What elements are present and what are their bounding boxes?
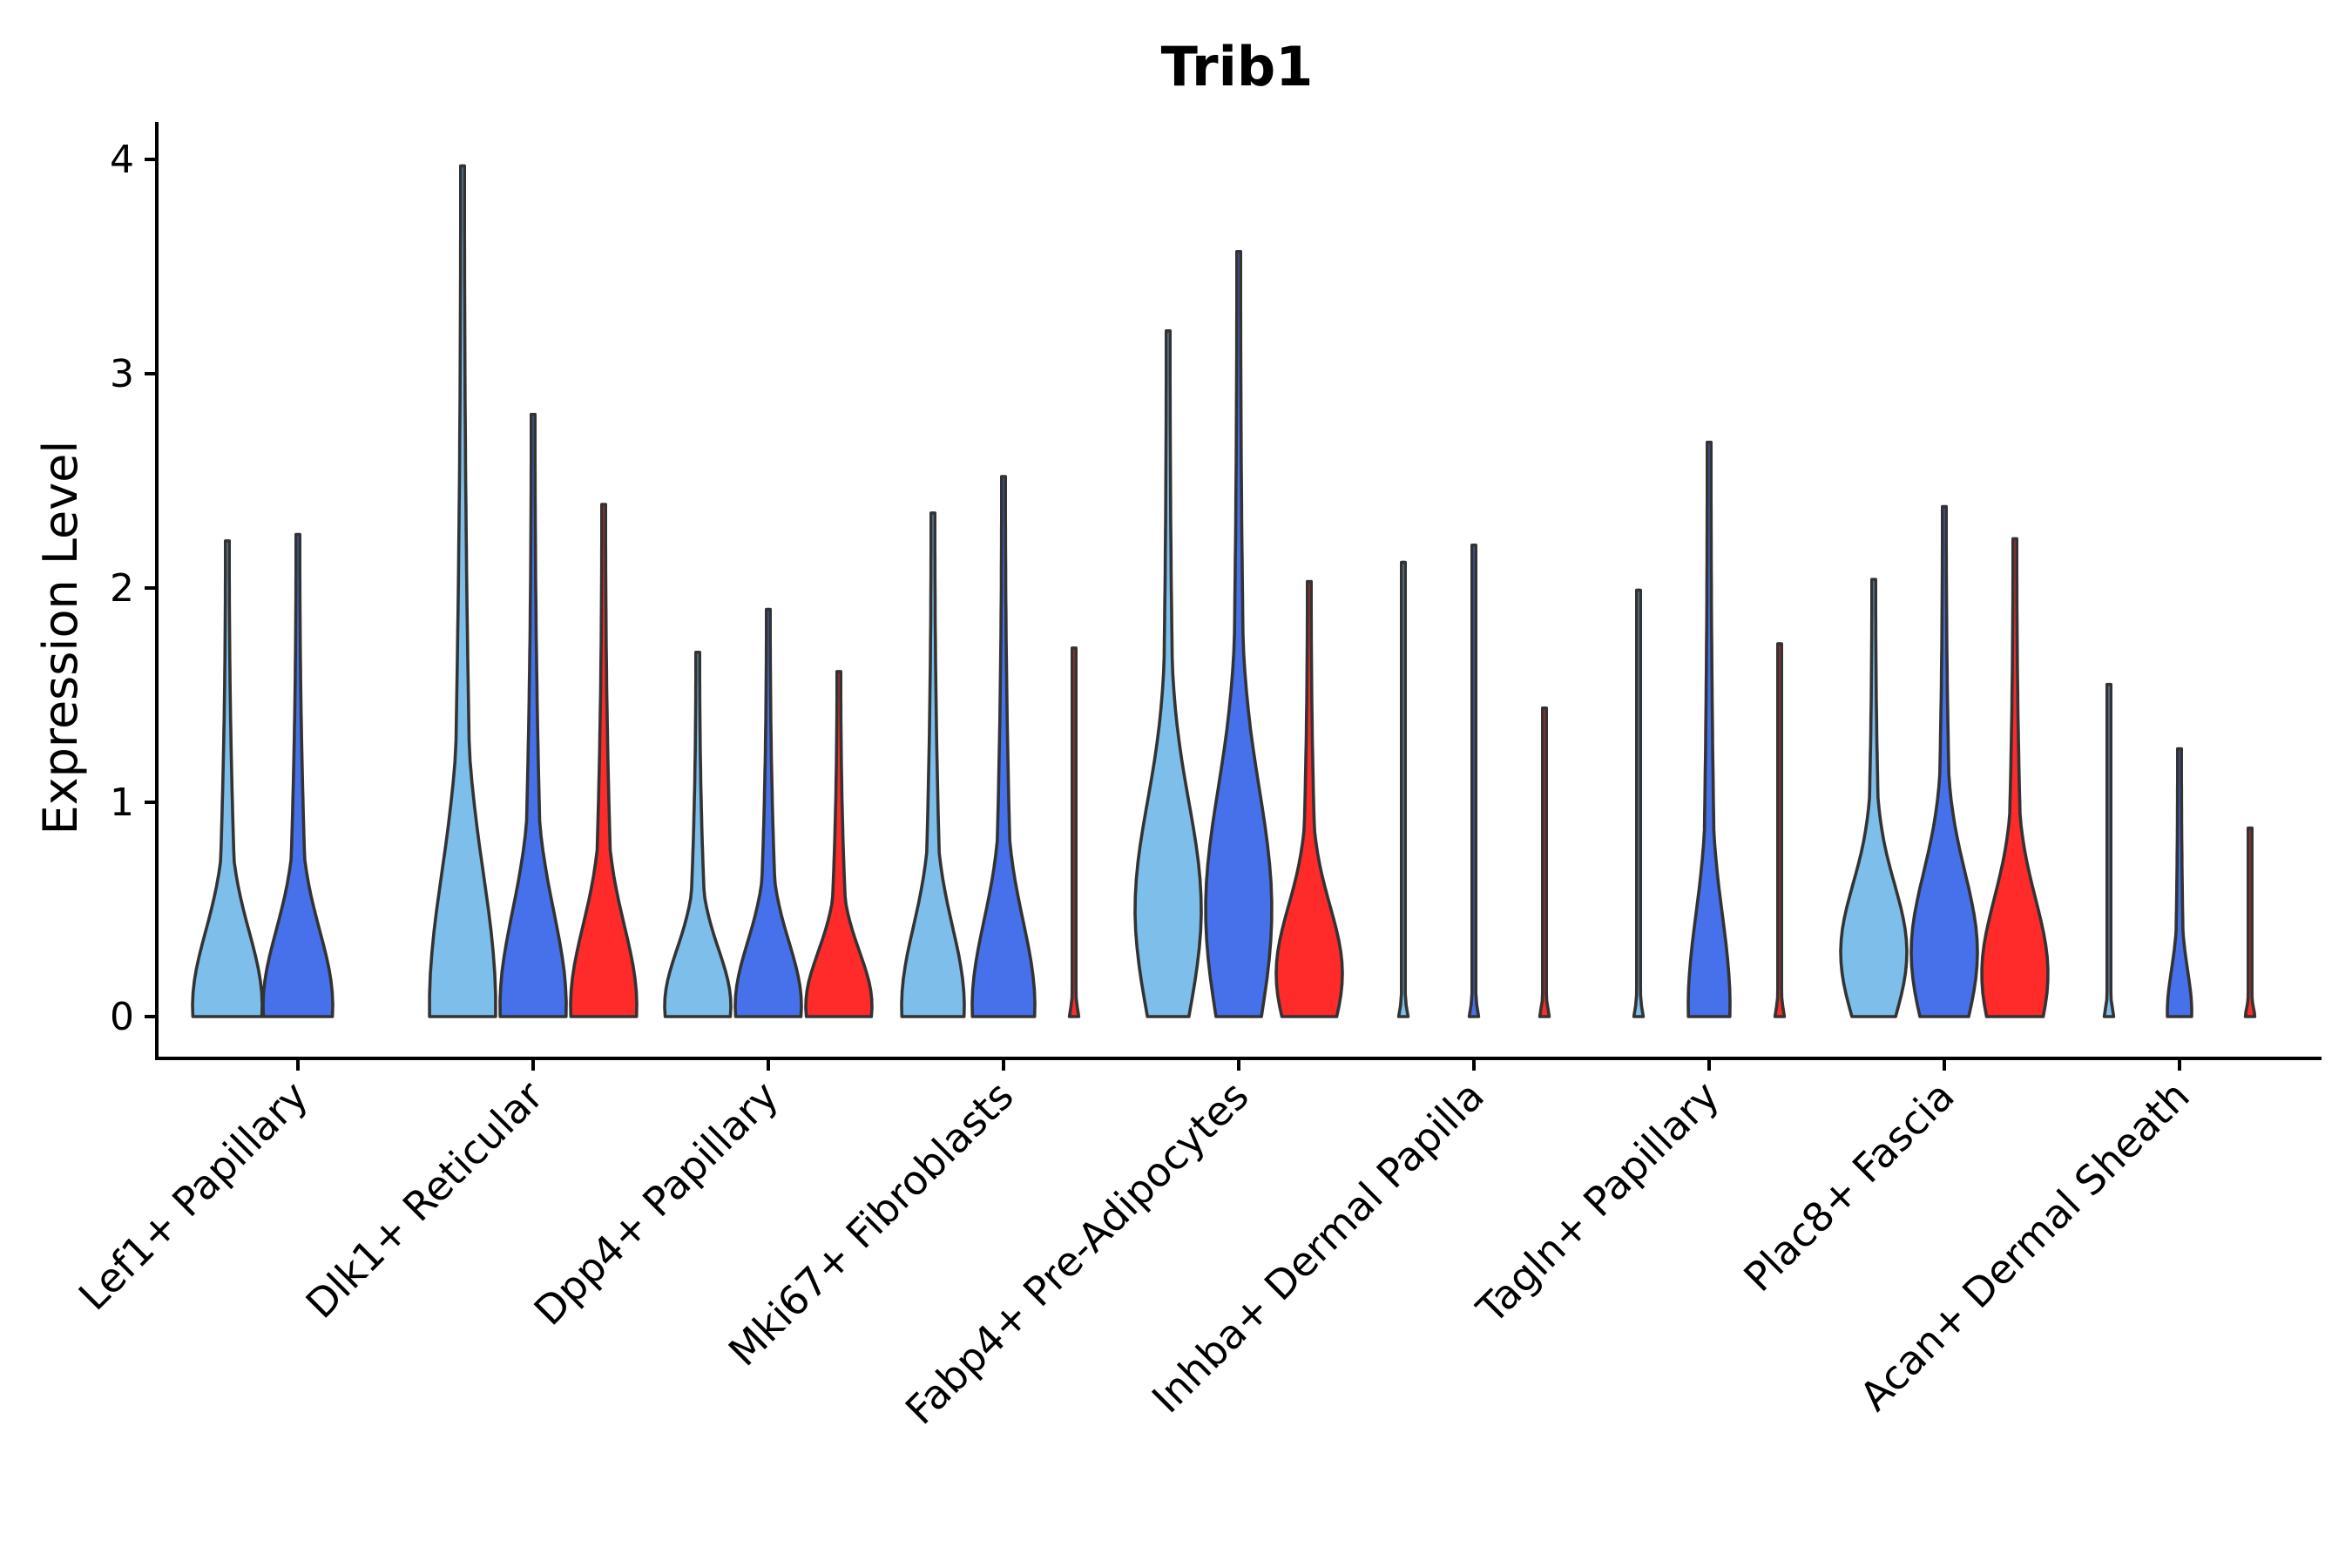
violin-inhba-dermal-papilla-group-1 [1396, 560, 1410, 1018]
violin-acan-dermal-sheath-group-2 [2166, 747, 2193, 1018]
violin-fabp4-pre-adipocytes-group-2 [1204, 249, 1274, 1018]
x-tick-label: Lef1+ Papillary [70, 1072, 317, 1320]
violin-fabp4-pre-adipocytes-group-3 [1274, 579, 1344, 1018]
y-ticks: 0 1 2 3 4 [110, 138, 157, 1039]
y-tick-label: 0 [110, 995, 134, 1039]
violin-fabp4-pre-adipocytes-group-1 [1133, 329, 1203, 1018]
violin-tagln-papillary-group-3 [1773, 642, 1787, 1018]
violin-plac8-fascia-group-2 [1909, 504, 1979, 1018]
x-tick-label: Dpp4+ Papillary [525, 1072, 787, 1335]
violin-group [191, 164, 2257, 1018]
violin-inhba-dermal-papilla-group-3 [1538, 706, 1551, 1018]
violin-acan-dermal-sheath-group-3 [2243, 826, 2257, 1018]
violin-dlk1-reticular-group-2 [498, 412, 568, 1018]
violin-dpp4-papillary-group-2 [733, 607, 803, 1018]
violin-mki67-fibroblasts-group-2 [970, 475, 1037, 1018]
y-tick-label: 4 [110, 138, 134, 182]
violin-plac8-fascia-group-3 [1980, 537, 2050, 1018]
violin-plac8-fascia-group-1 [1839, 578, 1909, 1018]
y-tick-label: 3 [110, 352, 134, 396]
violin-dlk1-reticular-group-3 [569, 503, 639, 1018]
violin-inhba-dermal-papilla-group-2 [1467, 544, 1481, 1018]
violin-dlk1-reticular-group-1 [428, 164, 497, 1018]
violin-lef1-papillary-group-1 [191, 539, 264, 1018]
violin-lef1-papillary-group-2 [261, 532, 335, 1018]
violin-tagln-papillary-group-1 [1632, 588, 1646, 1018]
violin-dpp4-papillary-group-1 [663, 651, 733, 1018]
chart-title: Trib1 [1161, 35, 1314, 98]
y-tick-label: 1 [110, 781, 134, 825]
violin-dpp4-papillary-group-3 [804, 670, 874, 1018]
x-tick-label: Plac8+ Fascia [1734, 1072, 1963, 1301]
x-tick-label: Tagln+ Papillary [1467, 1072, 1728, 1334]
x-tick-label: Dlk1+ Reticular [297, 1072, 552, 1328]
violin-tagln-papillary-group-2 [1686, 440, 1732, 1018]
violin-acan-dermal-sheath-group-1 [2102, 682, 2116, 1018]
violin-mki67-fibroblasts-group-1 [900, 511, 966, 1018]
y-axis-label: Expression Level [33, 441, 88, 835]
violin-mki67-fibroblasts-group-3 [1067, 646, 1081, 1018]
y-tick-label: 2 [110, 566, 134, 611]
